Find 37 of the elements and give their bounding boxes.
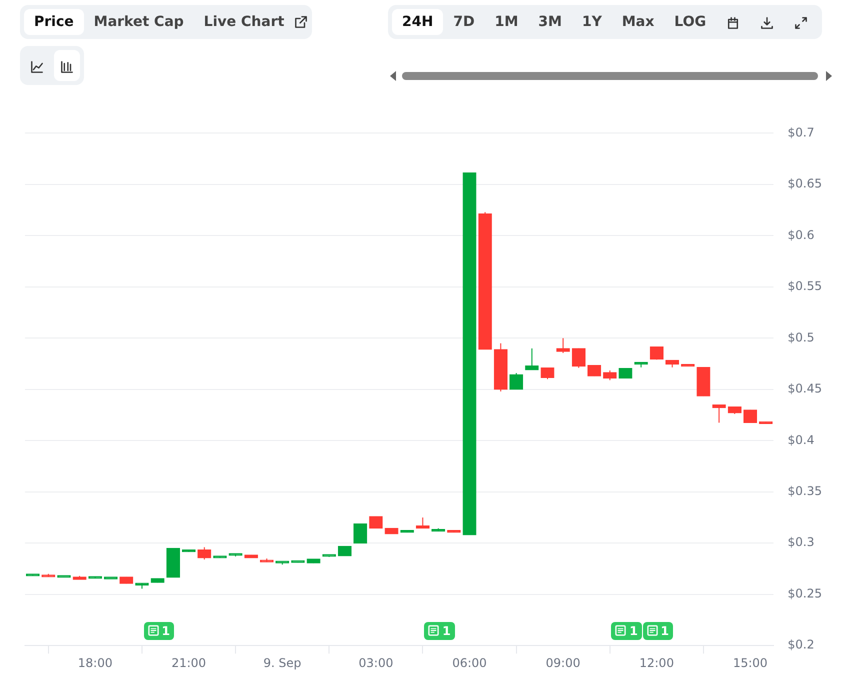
y-tick-label: $0.3 bbox=[788, 535, 814, 550]
text: 1Y bbox=[582, 14, 602, 30]
y-tick-label: $0.65 bbox=[788, 176, 822, 191]
text: LOG bbox=[674, 14, 706, 30]
annotation: 1 bbox=[162, 624, 170, 638]
x-tick-label: 18:00 bbox=[78, 656, 112, 670]
x-tick-label: 21:00 bbox=[171, 656, 206, 670]
candlestick bbox=[354, 523, 368, 544]
y-tick-label: $0.7 bbox=[788, 125, 814, 140]
candlestick bbox=[603, 370, 617, 381]
y-tick-label: $0.35 bbox=[788, 484, 822, 498]
text: 7D bbox=[453, 14, 475, 30]
x-tick-label: 03:00 bbox=[358, 656, 394, 670]
text: 1M bbox=[494, 14, 518, 30]
x-tick-label: 9. Sep bbox=[263, 656, 302, 670]
candlestick bbox=[556, 338, 570, 354]
text: Price bbox=[34, 14, 74, 30]
x-tick-label: 12:00 bbox=[639, 656, 674, 670]
annotation: 1 bbox=[629, 624, 638, 638]
text: 24H bbox=[402, 14, 434, 30]
text: Market Cap bbox=[94, 14, 184, 30]
text: Max bbox=[622, 14, 654, 30]
text: 3M bbox=[538, 14, 562, 30]
y-tick-label: $0.2 bbox=[788, 638, 814, 652]
x-tick-label: 15:00 bbox=[732, 656, 768, 670]
y-tick-label: $0.5 bbox=[788, 330, 814, 344]
y-tick-label: $0.6 bbox=[788, 228, 814, 242]
x-tick-label: 09:00 bbox=[546, 656, 580, 670]
y-tick-label: $0.55 bbox=[788, 279, 822, 294]
x-tick-label: 06:00 bbox=[452, 656, 487, 670]
candlestick bbox=[525, 348, 539, 370]
annotation: 1 bbox=[442, 624, 451, 638]
y-tick-label: $0.4 bbox=[788, 432, 814, 447]
annotation: 1 bbox=[660, 624, 670, 638]
y-tick-label: $0.45 bbox=[788, 382, 822, 396]
y-tick-label: $0.25 bbox=[788, 586, 822, 600]
text: Live Chart bbox=[204, 14, 284, 30]
